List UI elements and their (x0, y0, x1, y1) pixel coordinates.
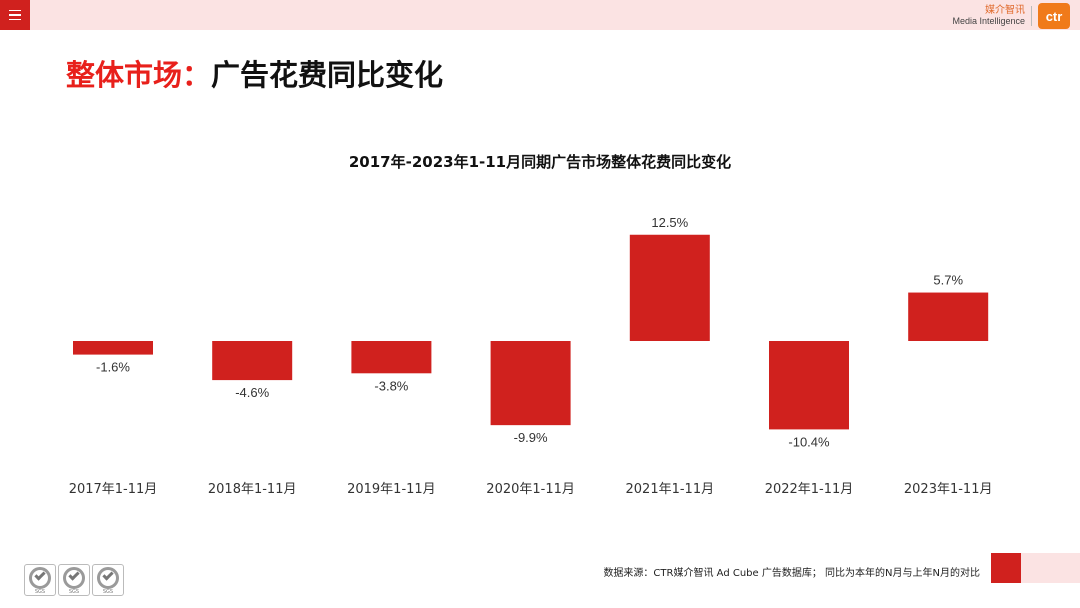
category-label-1: 2017年1-11月 (69, 482, 158, 497)
bar-2 (212, 341, 293, 381)
data-label-4: -9.9% (514, 430, 548, 445)
category-label-6: 2022年1-11月 (765, 482, 854, 497)
page-title-prefix: 整体市场： (66, 58, 212, 92)
top-bar: 媒介智讯 Media Intelligence ctr (0, 0, 1080, 30)
data-label-1: -1.6% (96, 360, 130, 375)
sgs-badge-icon: SGS (58, 564, 90, 596)
footer-accent-red (991, 553, 1021, 583)
footer-accent-pink (1021, 553, 1080, 583)
brand-logo: 媒介智讯 Media Intelligence ctr (952, 2, 1070, 30)
bar-7 (908, 292, 989, 341)
category-label-3: 2019年1-11月 (347, 482, 436, 497)
category-label-2: 2018年1-11月 (208, 482, 297, 497)
bar-4 (490, 341, 571, 426)
data-label-7: 5.7% (933, 273, 963, 288)
sgs-badge-icon: SGS (24, 564, 56, 596)
menu-icon[interactable] (0, 0, 30, 30)
data-label-6: -10.4% (788, 434, 830, 449)
category-label-7: 2023年1-11月 (904, 482, 993, 497)
category-label-5: 2021年1-11月 (626, 482, 715, 497)
data-source-note: 数据来源：CTR媒介智讯 Ad Cube 广告数据库； 同比为本年的N月与上年N… (603, 568, 980, 579)
bar-5 (629, 234, 710, 341)
bar-6 (769, 341, 849, 430)
data-label-5: 12.5% (651, 215, 688, 230)
chart-title: 2017年-2023年1-11月同期广告市场整体花费同比变化 (348, 153, 732, 171)
page-title-main: 广告花费同比变化 (211, 58, 444, 92)
brand-name-cn: 媒介智讯 (985, 5, 1025, 17)
data-label-3: -3.8% (374, 378, 408, 393)
ctr-logo-icon: ctr (1038, 3, 1070, 29)
bar-1 (73, 341, 153, 355)
bar-3 (351, 341, 432, 374)
brand-divider (1031, 6, 1032, 26)
data-label-2: -4.6% (235, 385, 269, 400)
sgs-badge-icon: SGS (92, 564, 124, 596)
page-title: 整体市场：广告花费同比变化 (66, 52, 443, 94)
sgs-certification-badges: SGS SGS SGS (24, 564, 124, 598)
brand-name-en: Media Intelligence (952, 15, 1025, 26)
category-label-4: 2020年1-11月 (486, 482, 575, 497)
